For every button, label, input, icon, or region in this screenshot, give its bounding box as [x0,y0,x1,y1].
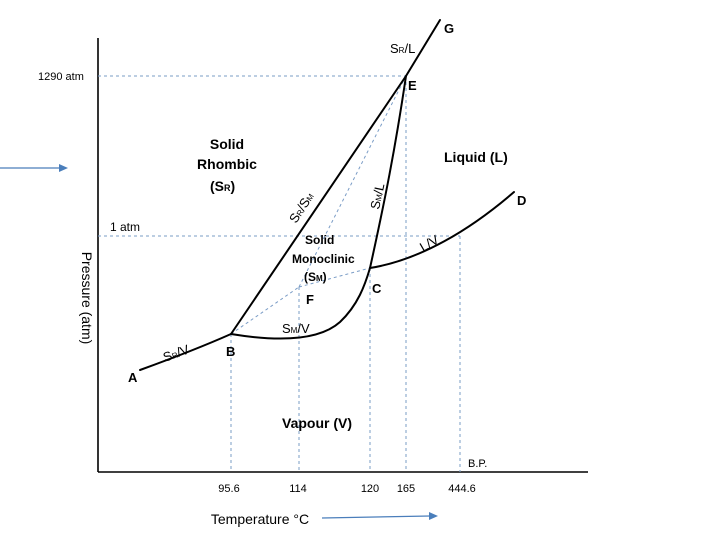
tick-444-6: 444.6 [448,483,476,495]
region-monoclinic: Solid Monoclinic (SM) [292,233,355,284]
label-sm-v: SM/V [282,321,310,336]
x-axis-label: Temperature °C [211,511,309,527]
curve-sr-v [139,333,232,371]
label-sr-v: SR/V [161,341,192,364]
point-c: C [372,281,382,296]
curve-sr-l [405,19,441,77]
point-d: D [517,193,526,208]
label-l-v: L/V [417,232,442,255]
phase-curves [139,19,515,371]
curve-l-v [369,191,515,269]
curve-sm-v [230,267,371,340]
curve-sm-l [369,75,407,269]
region-vapour: Vapour (V) [282,415,352,431]
point-g: G [444,21,454,36]
point-e: E [408,78,417,93]
point-f: F [306,292,314,307]
axes [97,38,588,473]
pressure-1-label: 1 atm [110,220,140,234]
svg-text:(SM): (SM) [304,270,327,284]
tick-120: 120 [361,483,379,495]
guide-lines [98,75,461,472]
svg-text:Monoclinic: Monoclinic [292,252,355,266]
bp-label: B.P. [468,458,487,470]
tick-95-6: 95.6 [218,483,239,495]
left-arrow [0,164,68,172]
svg-text:(SR): (SR) [210,178,235,194]
y-axis-label: Pressure (atm) [79,252,95,345]
temperature-arrow [321,512,438,520]
svg-text:Rhombic: Rhombic [197,156,257,172]
tick-114: 114 [289,483,307,495]
point-a: A [128,370,138,385]
label-sr-sm: SR/SM [286,189,317,225]
label-sm-l: SM/L [367,182,387,211]
svg-text:Solid: Solid [210,136,244,152]
region-liquid: Liquid (L) [444,149,508,165]
label-sr-l: SR/L [390,41,415,56]
curve-sr-sm [230,75,407,335]
region-rhombic: Solid Rhombic (SR) [197,136,257,194]
point-b: B [226,344,235,359]
svg-text:Solid: Solid [305,233,334,247]
pressure-1290-label: 1290 atm [38,71,84,83]
tick-165: 165 [397,483,415,495]
